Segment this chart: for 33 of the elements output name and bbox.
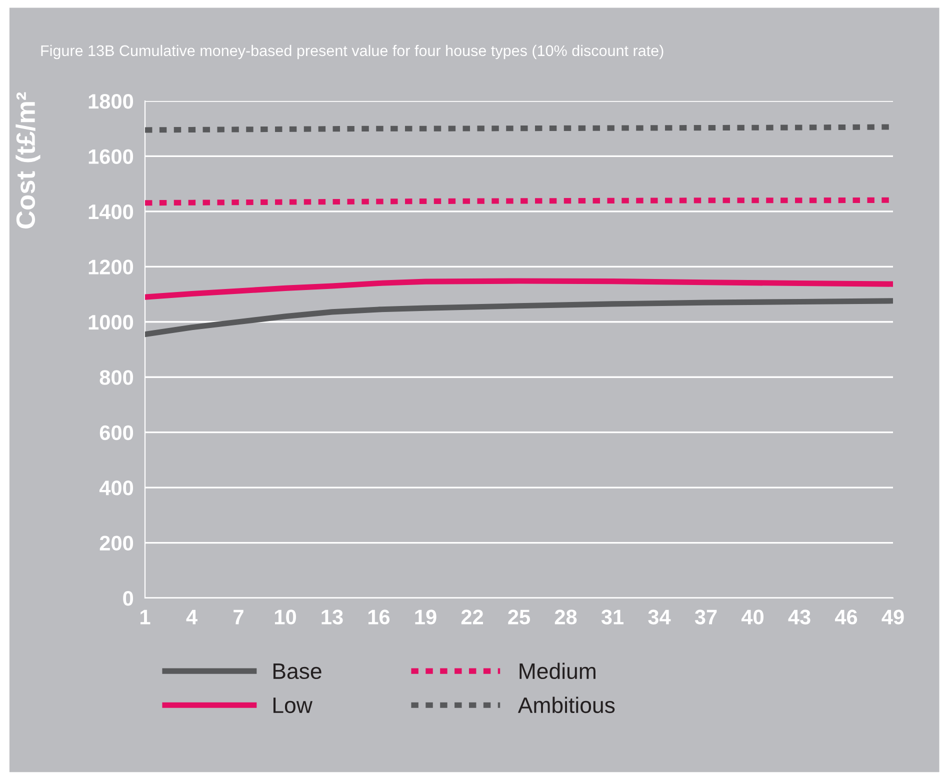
x-tick-label: 46 (834, 610, 858, 624)
x-tick-label: 10 (274, 610, 296, 624)
x-tick-label: 16 (368, 610, 390, 624)
legend-label: Ambitious (518, 696, 615, 714)
x-tick-label: 28 (554, 610, 577, 624)
y-tick-label: 800 (100, 370, 134, 385)
x-tick-label: 49 (882, 610, 904, 624)
x-tick-label: 22 (461, 610, 484, 624)
y-tick-label: 1600 (88, 149, 134, 164)
x-tick-label: 25 (508, 610, 530, 624)
y-tick-label: 0 (123, 591, 134, 606)
y-tick-label: 200 (100, 536, 134, 551)
x-tick-label: 13 (322, 610, 343, 624)
y-axis-title: Cost (t£/m² (16, 92, 40, 228)
x-tick-label: 40 (741, 610, 764, 624)
x-tick-label: 37 (694, 610, 717, 624)
y-tick-label: 1000 (88, 314, 134, 330)
legend-label: Medium (520, 662, 596, 680)
x-tick-label: 34 (648, 610, 671, 624)
y-tick-label: 1800 (88, 94, 134, 109)
legend-label: Low (273, 698, 312, 714)
y-tick-label: 600 (100, 425, 134, 440)
y-tick-label: 1200 (88, 260, 134, 274)
x-tick-label: 1 (140, 610, 150, 624)
x-tick-label: 43 (788, 610, 810, 624)
x-tick-label: 4 (186, 610, 198, 624)
legend-label: Base (273, 664, 322, 680)
x-tick-label: 31 (601, 610, 624, 624)
y-tick-label: 1400 (88, 204, 134, 220)
chart-title: Figure 13B Cumulative money-based present value for four house types (10% discount rate) (41, 44, 664, 60)
x-tick-label: 7 (234, 610, 244, 624)
x-tick-label: 19 (415, 610, 436, 624)
y-tick-label: 400 (99, 480, 134, 496)
